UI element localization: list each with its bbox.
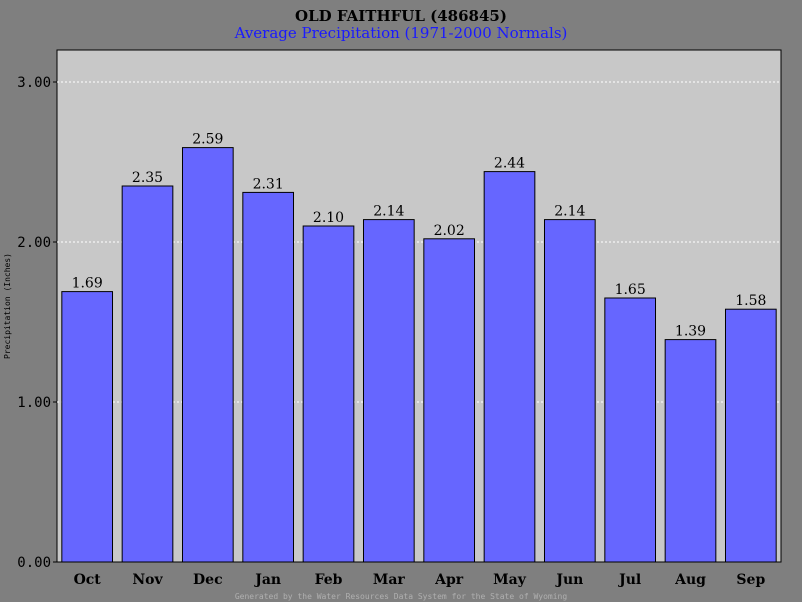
bar-may <box>483 171 536 563</box>
bar-apr <box>423 238 476 563</box>
bar-jul <box>604 297 657 563</box>
bar-dec <box>181 147 234 563</box>
y-axis-label: Precipitation (Inches) <box>3 253 12 359</box>
x-tick-label: Apr <box>434 572 464 588</box>
footer-credit: Generated by the Water Resources Data Sy… <box>235 592 568 601</box>
x-tick-label: May <box>493 572 527 588</box>
data-label: 2.59 <box>192 132 223 148</box>
y-tick-label: 3.00 <box>17 75 51 91</box>
bar-oct <box>61 291 114 563</box>
gridlines <box>57 81 781 403</box>
data-label: 1.58 <box>735 293 766 309</box>
x-tick-label: Nov <box>132 572 163 588</box>
y-tick-label: 1.00 <box>17 395 51 411</box>
bar-mar <box>362 219 415 563</box>
x-axis-ticks: Oct Nov Dec Jan Feb Mar Apr May Jun Jul Aug Sep <box>74 572 766 588</box>
bar-nov <box>121 185 174 563</box>
data-label: 2.10 <box>313 210 344 226</box>
bar-jan <box>242 191 295 563</box>
bar-feb <box>302 225 355 563</box>
x-tick-label: Sep <box>736 572 765 588</box>
x-tick-label: Oct <box>74 572 102 588</box>
data-label: 2.44 <box>494 156 525 172</box>
y-tick-label: 0.00 <box>17 555 51 571</box>
x-tick-label: Mar <box>373 572 406 588</box>
y-axis-ticks: 0.00 1.00 2.00 3.00 <box>17 75 57 571</box>
data-label: 2.14 <box>554 204 585 220</box>
x-tick-label: Jul <box>617 572 641 588</box>
x-tick-label: Feb <box>315 572 343 588</box>
bar-sep <box>724 308 777 563</box>
x-tick-label: Aug <box>674 572 706 588</box>
bars <box>61 147 777 563</box>
x-tick-label: Jun <box>554 572 583 588</box>
chart-subtitle: Average Precipitation (1971-2000 Normals… <box>234 24 568 42</box>
data-labels: 1.69 2.35 2.59 2.31 2.10 2.14 2.02 2.44 2.14 1.65… <box>72 132 767 340</box>
data-label: 2.14 <box>373 204 404 220</box>
y-tick-label: 2.00 <box>17 235 51 251</box>
data-label: 2.31 <box>253 176 284 192</box>
bar-aug <box>664 339 717 563</box>
data-label: 2.35 <box>132 170 163 186</box>
chart-title: OLD FAITHFUL (486845) <box>295 7 507 25</box>
x-tick-label: Dec <box>193 572 223 588</box>
plot-area <box>56 49 782 563</box>
data-label: 1.65 <box>615 282 646 298</box>
bar-jun <box>543 219 596 563</box>
data-label: 2.02 <box>434 223 465 239</box>
data-label: 1.69 <box>72 276 103 292</box>
x-tick-label: Jan <box>253 572 281 588</box>
data-label: 1.39 <box>675 324 706 340</box>
